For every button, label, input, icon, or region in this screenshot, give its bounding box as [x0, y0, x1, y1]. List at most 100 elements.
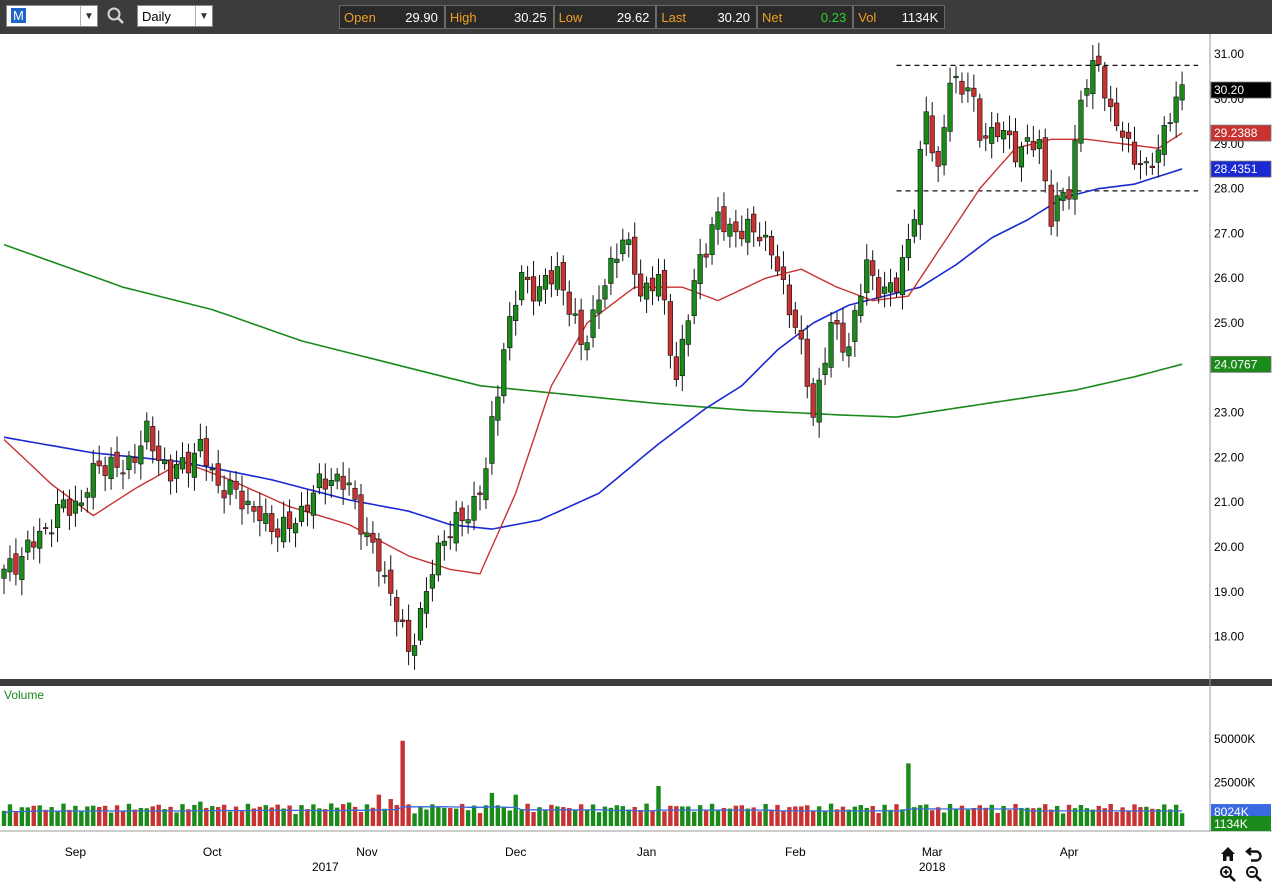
volume-bar [549, 804, 554, 826]
zoom-in-icon[interactable] [1219, 865, 1237, 883]
candle-body [48, 532, 55, 535]
volume-bar [370, 807, 376, 826]
volume-bar [590, 804, 596, 826]
volume-bar [346, 802, 352, 826]
volume-bar [198, 801, 203, 826]
last-label: Last [661, 9, 686, 25]
x-month-label: Feb [785, 845, 806, 859]
volume-bar [906, 763, 911, 826]
candle-body [346, 482, 352, 486]
volume-bar [1096, 805, 1101, 826]
volume-bar [662, 811, 667, 826]
volume-bar [525, 803, 530, 826]
candle-body [1060, 192, 1066, 201]
candle-body [1066, 189, 1072, 200]
candle-body [834, 320, 840, 325]
candle-body [995, 122, 1001, 138]
volume-bar [1084, 808, 1090, 826]
candle-body [971, 87, 977, 97]
zoom-out-icon[interactable] [1245, 865, 1263, 883]
undo-icon[interactable] [1245, 845, 1263, 863]
volume-bar [495, 805, 501, 826]
candle-body [7, 558, 13, 573]
volume-bar [840, 806, 846, 826]
volume-bar [37, 805, 42, 826]
candle-body [459, 507, 465, 522]
volume-bar [858, 805, 863, 826]
candle-body [578, 309, 584, 345]
volume-bar [275, 804, 280, 826]
volume-bar [947, 803, 953, 826]
candle-body [1114, 102, 1120, 127]
chevron-down-icon[interactable]: ▼ [80, 6, 97, 26]
volume-bar [43, 809, 48, 826]
volume-bar [596, 812, 602, 826]
volume-bar [537, 807, 542, 826]
volume-bar [959, 805, 965, 826]
last-price-label-box [1210, 81, 1272, 99]
volume-bar [1060, 813, 1066, 826]
volume-bar [1037, 807, 1042, 826]
volume-bar [233, 806, 239, 826]
volume-bar [216, 807, 221, 826]
volume-bar [465, 810, 471, 826]
candle-body [1000, 129, 1007, 140]
volume-average-line [3, 806, 1183, 815]
y-tick-label: 20.00 [1214, 540, 1244, 554]
candle-body [138, 445, 144, 465]
price-volume-chart[interactable]: 31.0030.0029.0028.0027.0026.0025.0024.00… [0, 34, 1272, 883]
volume-bar [983, 807, 988, 826]
candle-body [114, 451, 120, 468]
chevron-down-icon[interactable]: ▼ [195, 6, 212, 26]
volume-bar [227, 811, 233, 826]
home-icon[interactable] [1219, 845, 1237, 863]
y-tick-label: 18.00 [1214, 630, 1244, 644]
volume-bar [251, 808, 257, 826]
volume-bar [382, 808, 387, 826]
interval-value: Daily [142, 9, 171, 24]
candle-body [679, 338, 685, 377]
volume-bar [709, 803, 715, 826]
candle-body [953, 75, 959, 79]
quote-last: Last 30.20 [656, 5, 757, 29]
candle-body [697, 254, 703, 285]
volume-bar [787, 807, 792, 826]
candle-body [762, 234, 769, 238]
candle-body [959, 80, 965, 95]
volume-bar [317, 808, 322, 826]
candle-body [757, 236, 763, 242]
volume-bar [680, 806, 685, 826]
volume-bar [930, 810, 935, 826]
y-tick-label: 21.00 [1214, 495, 1244, 509]
candle-body [1108, 98, 1114, 107]
volume-bar [204, 807, 209, 826]
volume-bar [263, 805, 268, 826]
volume-bar [769, 810, 774, 826]
volume-bar [924, 804, 929, 826]
candle-body [72, 500, 78, 514]
candle-body [507, 316, 513, 349]
low-value: 29.62 [616, 9, 650, 25]
candle-body [876, 277, 882, 299]
volume-bar [775, 804, 780, 826]
search-icon[interactable] [106, 6, 126, 26]
volume-bar [1156, 809, 1161, 826]
volume-bar [727, 808, 733, 826]
candle-body [1006, 130, 1013, 136]
volume-bar [352, 806, 358, 826]
ma-red-value-label-box [1210, 124, 1272, 142]
candle-body [864, 259, 870, 293]
volume-bar [781, 810, 786, 826]
symbol-combobox[interactable]: M ▼ [6, 5, 98, 27]
candle-body [263, 513, 269, 524]
volume-bar [1108, 804, 1113, 826]
interval-combobox[interactable]: Daily ▼ [137, 5, 213, 27]
volume-bar [102, 805, 108, 826]
volume-bar [995, 812, 1000, 826]
volume-bar [25, 807, 30, 826]
volume-bar [638, 810, 643, 826]
candle-body [405, 619, 412, 652]
candle-body [328, 480, 334, 486]
candle-body [1179, 84, 1185, 101]
high-label: High [449, 9, 477, 25]
